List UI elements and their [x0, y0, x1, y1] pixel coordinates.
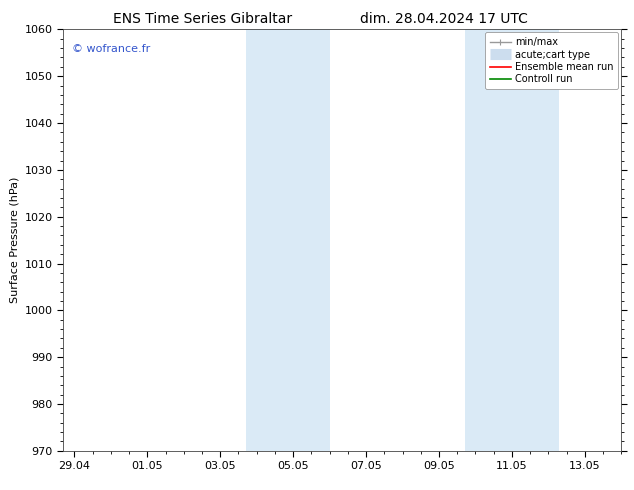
Text: ENS Time Series Gibraltar: ENS Time Series Gibraltar: [113, 12, 292, 26]
Bar: [465, 29, 559, 451]
Bar: [246, 29, 330, 451]
Text: dim. 28.04.2024 17 UTC: dim. 28.04.2024 17 UTC: [360, 12, 527, 26]
Legend: min/max, acute;cart type, Ensemble mean run, Controll run: min/max, acute;cart type, Ensemble mean …: [485, 32, 618, 89]
Y-axis label: Surface Pressure (hPa): Surface Pressure (hPa): [10, 177, 19, 303]
Text: © wofrance.fr: © wofrance.fr: [72, 44, 150, 54]
